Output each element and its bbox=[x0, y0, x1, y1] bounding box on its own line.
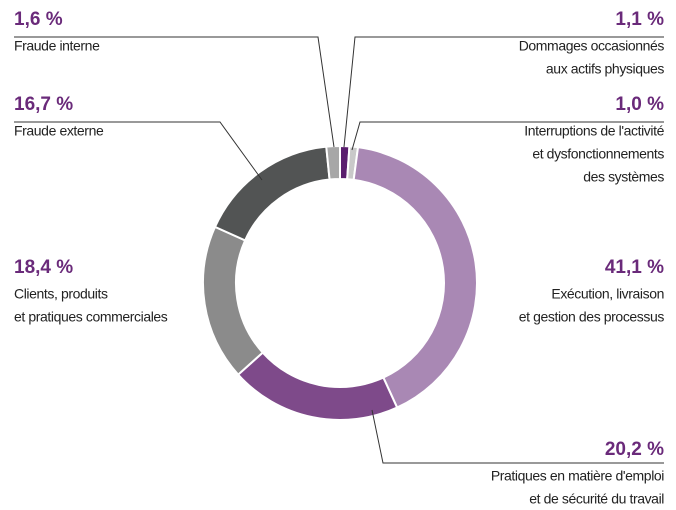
value-label: 18,4 % bbox=[14, 257, 73, 278]
category-label: Fraude externe bbox=[14, 123, 104, 139]
value-label: 16,7 % bbox=[14, 94, 73, 115]
value-label: 20,2 % bbox=[605, 439, 664, 460]
value-label: 1,1 % bbox=[615, 9, 664, 30]
leader-line bbox=[351, 121, 664, 151]
category-label: Interruptions de l'activité bbox=[524, 123, 664, 139]
category-label: Dommages occasionnés bbox=[519, 38, 665, 54]
category-label: des systèmes bbox=[583, 169, 664, 185]
leader-line bbox=[14, 36, 335, 148]
category-label: Pratiques en matière d'emploi bbox=[491, 468, 664, 484]
category-label: et gestion des processus bbox=[519, 309, 665, 325]
leader-line bbox=[14, 121, 263, 181]
donut-segment bbox=[325, 144, 341, 181]
category-label: Exécution, livraison bbox=[551, 286, 664, 302]
category-label: aux actifs physiques bbox=[546, 61, 664, 77]
category-label: et de sécurité du travail bbox=[529, 491, 664, 507]
value-label: 1,0 % bbox=[615, 94, 664, 115]
leader-line bbox=[343, 36, 664, 148]
value-label: 1,6 % bbox=[14, 9, 63, 30]
donut-segment bbox=[213, 145, 331, 242]
donut-segment bbox=[352, 146, 478, 409]
value-label: 41,1 % bbox=[605, 257, 664, 278]
category-label: et dysfonctionnements bbox=[532, 146, 664, 162]
donut-segment bbox=[236, 351, 399, 421]
category-label: Clients, produits bbox=[14, 286, 108, 302]
category-label: et pratiques commerciales bbox=[14, 309, 168, 325]
leader-line bbox=[371, 409, 664, 464]
donut-segment bbox=[202, 225, 265, 377]
category-label: Fraude interne bbox=[14, 38, 100, 54]
